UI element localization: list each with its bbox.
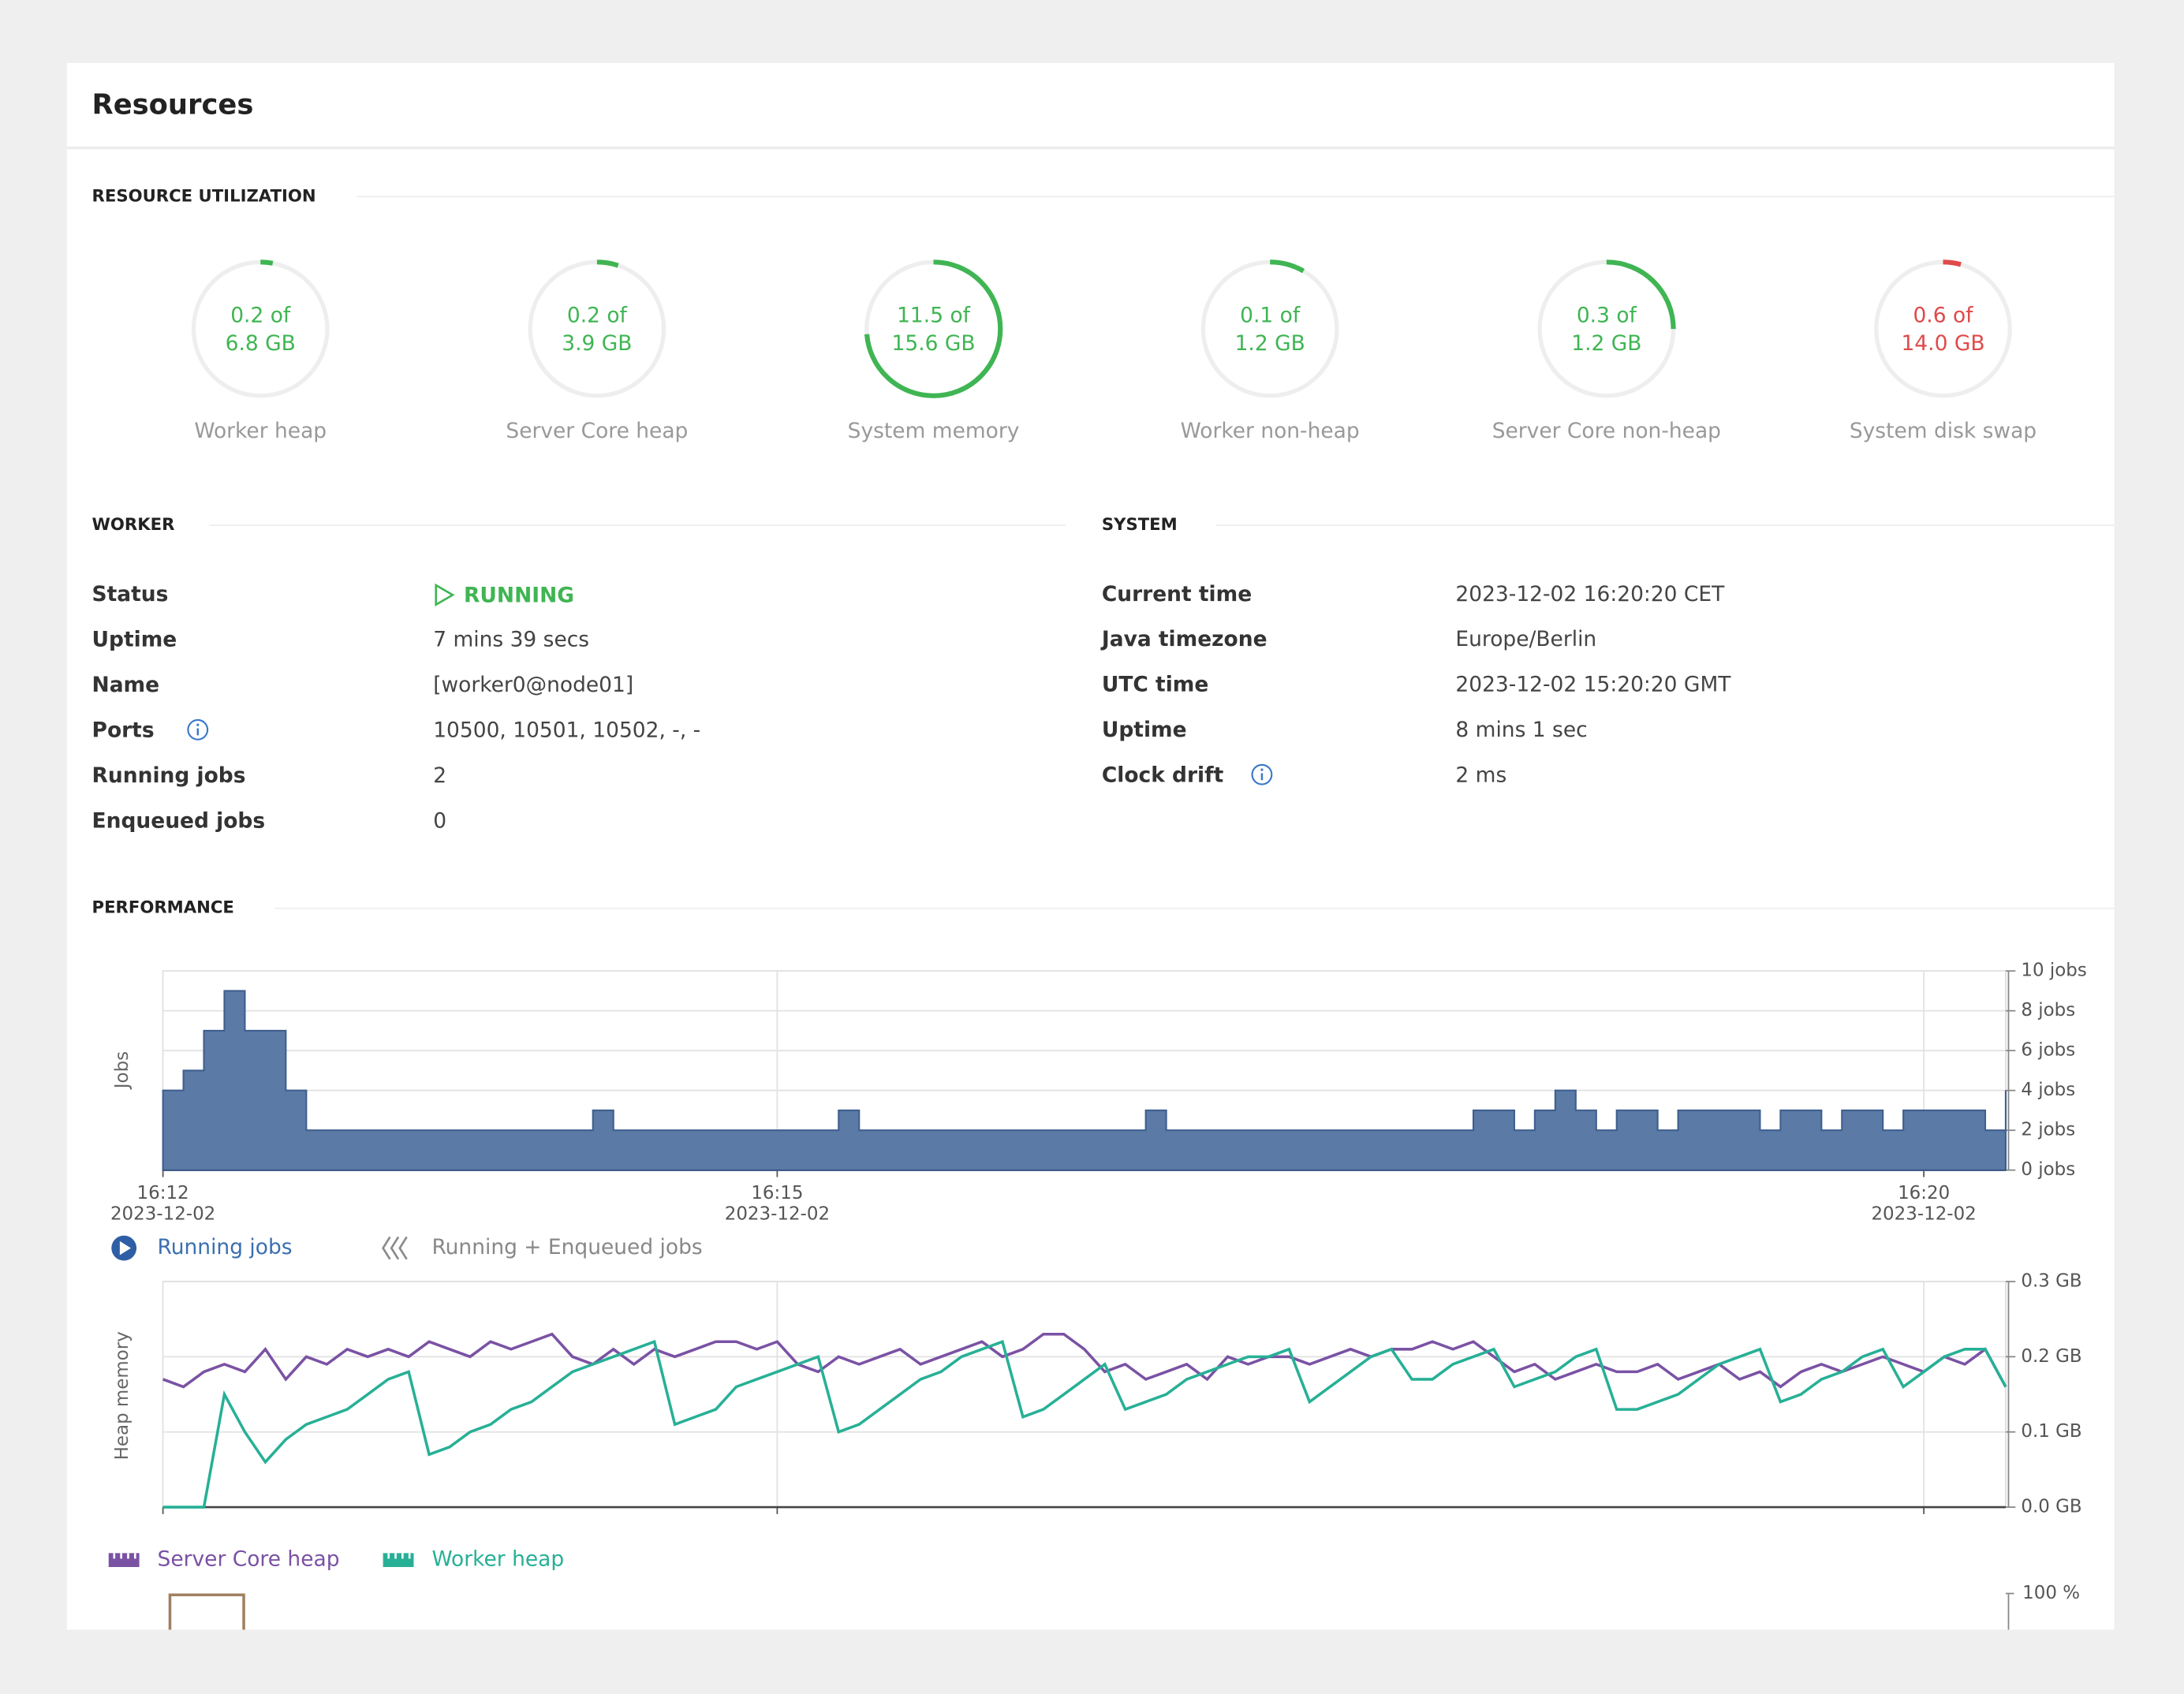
gauge-arc — [1873, 259, 2013, 398]
row-label: Status — [92, 582, 169, 606]
legend-icon-play — [119, 1241, 131, 1256]
row-label: Uptime — [1102, 718, 1187, 742]
y-axis-label: Heap memory — [112, 1331, 133, 1460]
row-value: 2 ms — [1455, 763, 1506, 787]
gauge-used: 11.5 of — [897, 304, 971, 328]
section-title: WORKER — [92, 514, 175, 534]
gauge-arc — [1536, 259, 1676, 398]
row-value: 8 mins 1 sec — [1455, 718, 1587, 742]
y-tick-label: 6 jobs — [2021, 1040, 2075, 1061]
gauge-used: 0.3 of — [1577, 304, 1637, 328]
info-icon — [187, 718, 209, 741]
gauge-label: Worker heap — [194, 419, 327, 443]
gauge-used: 0.2 of — [230, 304, 291, 328]
row-label: UTC time — [1102, 673, 1208, 697]
status-icon — [435, 583, 455, 607]
info-icon-dot — [196, 723, 200, 726]
y-tick-label: 2 jobs — [2021, 1120, 2075, 1140]
page-title: Resources — [92, 89, 254, 121]
legend-icon — [382, 1236, 408, 1260]
x-tick-date: 2023-12-02 — [725, 1204, 830, 1225]
row-label: Clock drift — [1102, 763, 1224, 787]
row-label: Java timezone — [1100, 627, 1267, 651]
bottom-cut — [0, 1629, 2184, 1694]
row-value: 7 mins 39 secs — [433, 627, 589, 651]
gauge-arc — [864, 259, 1003, 398]
y-tick-label: 0.2 GB — [2021, 1346, 2081, 1367]
info-icon-dot — [1260, 768, 1264, 771]
legend-label: Running + Enqueued jobs — [431, 1235, 702, 1259]
gauge-used: 0.1 of — [1240, 304, 1301, 328]
info-icon — [1251, 763, 1273, 785]
legend-icon-bits — [113, 1553, 136, 1559]
series-line — [162, 1339, 2007, 1509]
row-label: Enqueued jobs — [92, 809, 266, 834]
row-label: Current time — [1102, 582, 1252, 606]
y-tick-label: 8 jobs — [2021, 1000, 2075, 1021]
y-tick-label: 0.1 GB — [2021, 1421, 2081, 1442]
legend-icon-bits — [387, 1553, 411, 1559]
series-line — [162, 1332, 2007, 1389]
y-tick-label: 0 jobs — [2021, 1159, 2075, 1180]
gauge-total: 6.8 GB — [226, 331, 296, 356]
row-label: Name — [92, 673, 160, 697]
partial-tick-label: 100 % — [2022, 1583, 2080, 1603]
section-title: PERFORMANCE — [92, 897, 234, 917]
x-tick-label: 16:20 — [1898, 1183, 1950, 1203]
gauge-total: 3.9 GB — [562, 331, 632, 356]
legend-label: Running jobs — [158, 1235, 293, 1259]
y-axis-label: Jobs — [112, 1051, 133, 1090]
series-area — [162, 990, 2007, 1171]
gauge-used: 0.2 of — [567, 304, 628, 328]
row-value: 2023-12-02 16:20:20 CET — [1455, 582, 1725, 606]
row-label: Ports — [92, 718, 155, 743]
y-tick-label: 10 jobs — [2021, 961, 2086, 981]
row-label: Running jobs — [92, 763, 246, 788]
row-value: 10500, 10501, 10502, -, - — [433, 718, 700, 743]
gauge-total: 14.0 GB — [1901, 331, 1984, 356]
gauge-total: 15.6 GB — [892, 331, 976, 356]
row-value: 2023-12-02 15:20:20 GMT — [1455, 673, 1731, 697]
x-tick-label: 16:15 — [751, 1183, 803, 1203]
row-label: Uptime — [92, 627, 177, 651]
gauge-label: Worker non-heap — [1181, 419, 1360, 443]
legend-label: Server Core heap — [158, 1547, 340, 1572]
section-title: RESOURCE UTILIZATION — [92, 185, 316, 205]
panel — [66, 62, 2115, 1630]
legend-icon — [108, 1553, 140, 1567]
y-tick-label: 4 jobs — [2021, 1080, 2075, 1100]
section-title: SYSTEM — [1102, 514, 1178, 534]
row-value: Europe/Berlin — [1455, 627, 1596, 651]
x-tick-label: 16:12 — [137, 1183, 189, 1203]
legend-icon — [383, 1553, 414, 1567]
gauge-label: Server Core heap — [506, 419, 688, 443]
gauge-label: System memory — [848, 419, 1020, 443]
gauge-used: 0.6 of — [1913, 304, 1973, 328]
gauge-label: System disk swap — [1850, 419, 2037, 443]
x-tick-date: 2023-12-02 — [1871, 1204, 1976, 1225]
gauge-arc — [528, 259, 666, 398]
y-tick-label: 0.3 GB — [2021, 1270, 2081, 1291]
gauge-total: 1.2 GB — [1235, 331, 1305, 356]
gauge-arc — [1200, 259, 1340, 398]
row-value: [worker0@node01] — [433, 673, 633, 697]
x-tick-date: 2023-12-02 — [110, 1204, 215, 1225]
gauge-label: Server Core non-heap — [1492, 419, 1721, 443]
row-value: 2 — [433, 763, 446, 788]
row-value: RUNNING — [464, 584, 574, 608]
gauge-arc — [191, 259, 330, 398]
gauge-total: 1.2 GB — [1571, 331, 1641, 356]
row-value: 0 — [433, 809, 446, 834]
y-tick-label: 0.0 GB — [2021, 1497, 2081, 1517]
legend-label: Worker heap — [431, 1547, 564, 1572]
